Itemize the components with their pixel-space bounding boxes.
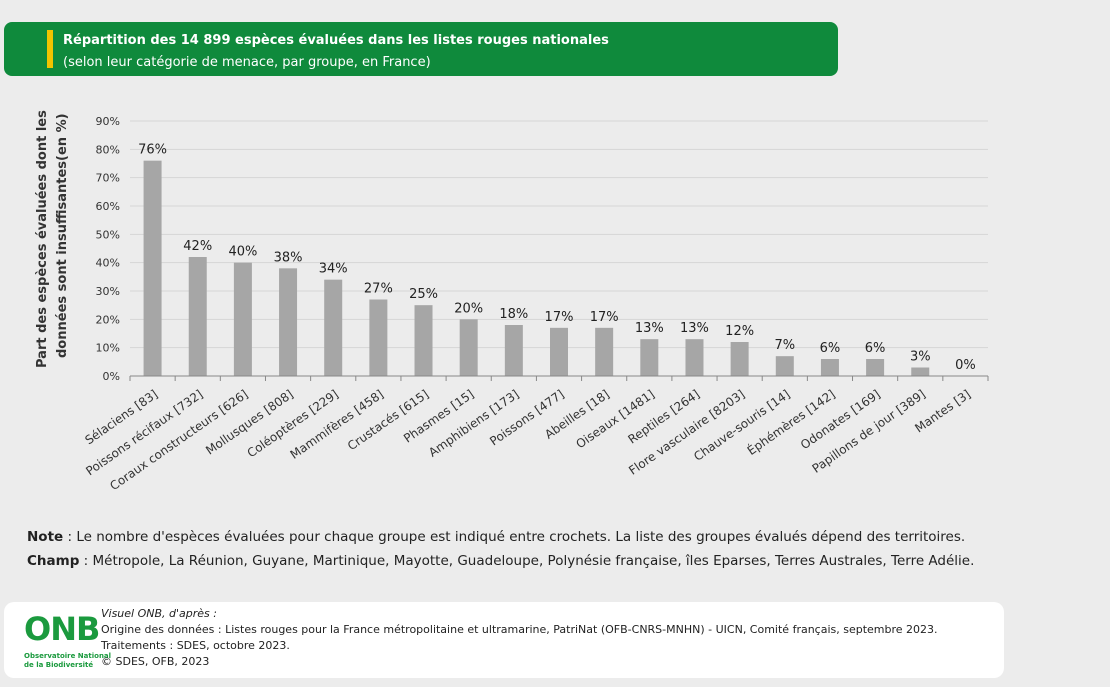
bar [820, 359, 839, 376]
chart-title: Répartition des 14 899 espèces évaluées … [63, 33, 609, 48]
bar-chart: 0% 10% 20% 30% 40% 50% 60% 70% 80% 90% 76% 42% 40% 3… [35, 110, 989, 493]
bar [369, 299, 388, 376]
y-tick-label: 90% [96, 115, 120, 128]
x-category-label: Sélaciens [83] [82, 387, 160, 447]
data-label: 40% [228, 245, 257, 260]
y-tick-label: 0% [103, 370, 120, 383]
champ-line: Champ : Métropole, La Réunion, Guyane, M… [27, 549, 974, 573]
data-label: 6% [865, 341, 886, 356]
logo-subtitle-2: de la Biodiversité [24, 661, 94, 669]
bar [775, 356, 794, 376]
x-axis-categories: Sélaciens [83]Poissons récifaux [732]Cor… [82, 376, 989, 493]
y-axis-label-line2: données sont insuffisantes(en %) [55, 113, 70, 358]
bar [911, 367, 930, 376]
bar [414, 305, 433, 376]
data-label: 7% [774, 338, 795, 353]
bar [685, 339, 704, 376]
bar [640, 339, 659, 376]
y-tick-label: 60% [96, 200, 120, 213]
source-visuel: Visuel ONB, d'après : [101, 607, 217, 620]
x-category-label: Oiseaux [1481] [573, 387, 657, 451]
y-axis-label-line1: Part des espèces évaluées dont les [35, 110, 50, 368]
grid-lines [130, 120, 988, 349]
chart-subtitle: (selon leur catégorie de menace, par gro… [63, 55, 431, 70]
data-label: 25% [409, 287, 438, 302]
data-label: 38% [274, 250, 303, 265]
data-label: 18% [499, 307, 528, 322]
y-tick-label: 30% [96, 285, 120, 298]
data-label: 17% [545, 310, 574, 325]
title-banner: Répartition des 14 899 espèces évaluées … [4, 22, 838, 76]
data-label: 42% [183, 239, 212, 254]
title-accent-bar [47, 30, 53, 68]
y-tick-label: 70% [96, 172, 120, 185]
data-label: 17% [590, 310, 619, 325]
bar [866, 359, 885, 376]
data-label: 13% [680, 321, 709, 336]
data-label: 3% [910, 350, 931, 365]
y-tick-label: 40% [96, 257, 120, 270]
source-box: ONB Observatoire National de la Biodiver… [4, 602, 1004, 678]
note-label: Note [27, 529, 64, 545]
y-tick-label: 20% [96, 313, 120, 326]
bar [504, 325, 523, 376]
data-label: 76% [138, 143, 167, 158]
y-tick-label: 80% [96, 143, 120, 156]
champ-label: Champ [27, 553, 80, 569]
bar [279, 268, 298, 376]
logo-text: ONB [24, 610, 100, 648]
logo-subtitle-1: Observatoire National [24, 652, 112, 660]
x-category-label: Crustacés [615] [345, 387, 431, 453]
data-label: 12% [725, 324, 754, 339]
source-origine: Origine des données : Listes rouges pour… [101, 623, 938, 636]
data-label: 13% [635, 321, 664, 336]
source-copyright: © SDES, OFB, 2023 [101, 655, 210, 668]
bar [459, 319, 478, 376]
data-label: 0% [955, 358, 976, 373]
source-traitements: Traitements : SDES, octobre 2023. [101, 639, 290, 652]
note-line: Note : Le nombre d'espèces évaluées pour… [27, 525, 974, 549]
data-label: 34% [319, 262, 348, 277]
source-lines: Visuel ONB, d'après : Origine des donnée… [101, 606, 938, 670]
onb-logo: ONB Observatoire National de la Biodiver… [24, 610, 111, 672]
bar [233, 262, 252, 376]
bar [550, 327, 568, 376]
data-labels: 76% 42% 40% 38% 34% 27% 25% 20% 18% 17% 17% 13% 13% 1… [138, 143, 976, 373]
notes-block: Note : Le nombre d'espèces évaluées pour… [27, 525, 974, 573]
note-text: : Le nombre d'espèces évaluées pour chaq… [63, 529, 966, 545]
bar [595, 327, 614, 376]
bar [324, 279, 343, 376]
data-label: 27% [364, 282, 393, 297]
y-tick-label: 50% [96, 228, 120, 241]
y-tick-label: 10% [96, 342, 120, 355]
bar [730, 342, 749, 376]
champ-text: : Métropole, La Réunion, Guyane, Martini… [79, 553, 975, 569]
data-label: 20% [454, 301, 483, 316]
data-label: 6% [820, 341, 841, 356]
bar [188, 257, 207, 376]
y-axis-ticks: 0% 10% 20% 30% 40% 50% 60% 70% 80% 90% [96, 115, 120, 383]
bar [143, 160, 162, 376]
bars [143, 160, 930, 376]
